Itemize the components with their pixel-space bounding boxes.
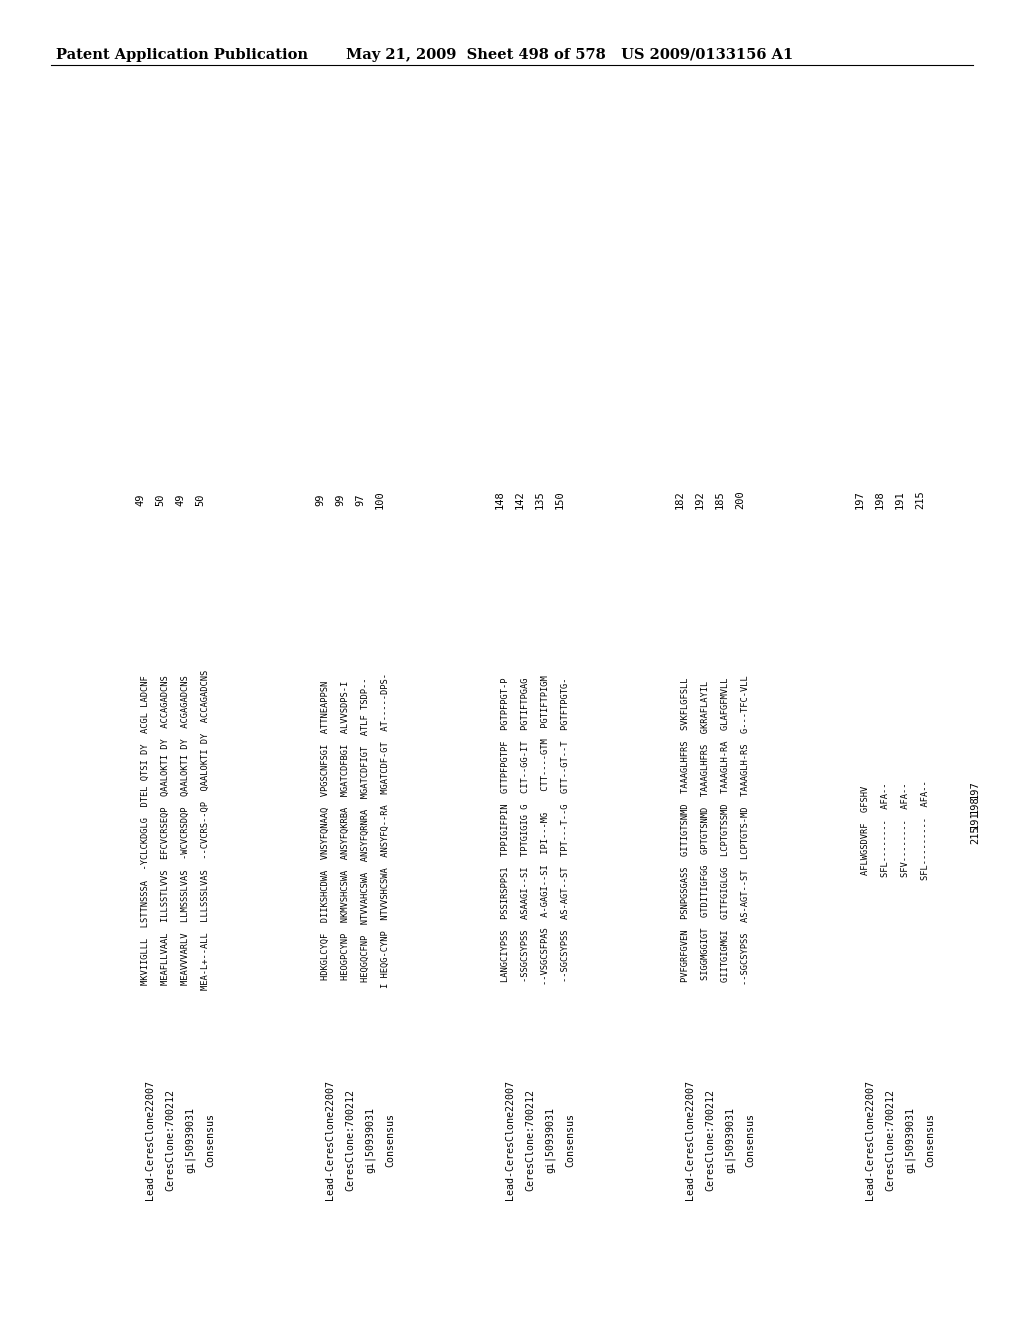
Text: MEAVVVARLV  LLMSSSLVAS  -WCVCRSDQP  QAALOKTI DY  ACGAGADCNS: MEAVVVARLV LLMSSSLVAS -WCVCRSDQP QAALOKT… [180, 675, 189, 985]
Text: 185: 185 [715, 491, 725, 510]
Text: Lead-CeresClone22007: Lead-CeresClone22007 [325, 1080, 335, 1200]
Text: gi|50939031: gi|50939031 [545, 1107, 555, 1173]
Text: GIITGIGMGI  GITFGIGLGG  LCPTGTSSMD  TAAAGLH-RA  GLAFGFMVLL: GIITGIGMGI GITFGIGLGG LCPTGTSSMD TAAAGLH… [721, 677, 729, 982]
Text: Consensus: Consensus [745, 1113, 755, 1167]
Text: Patent Application Publication: Patent Application Publication [56, 48, 308, 62]
Text: I HEQG-CYNP  NTVVSHCSWA  ANSYFQ--RA  MGATCDF-GT  AT-----DPS-: I HEQG-CYNP NTVVSHCSWA ANSYFQ--RA MGATCD… [381, 672, 389, 987]
Text: AFLWGSDVRF  GFSHV: AFLWGSDVRF GFSHV [860, 785, 869, 875]
Text: --SGCSYPSS  AS-AGT--ST  LCPTGTS-MD  TAAAGLH-RS  G---TFC-VLL: --SGCSYPSS AS-AGT--ST LCPTGTS-MD TAAAGLH… [740, 675, 750, 985]
Text: --VSGCSFPAS  A-GAGI--SI  IPI---MG    CTT----GTM  PGTIFTPIGM: --VSGCSFPAS A-GAGI--SI IPI---MG CTT----G… [541, 675, 550, 985]
Text: SFV--------  AFA--: SFV-------- AFA-- [900, 783, 909, 878]
Text: 198: 198 [874, 491, 885, 510]
Text: 50: 50 [155, 494, 165, 507]
Text: 97: 97 [355, 494, 365, 507]
Text: gi|50939031: gi|50939031 [185, 1107, 196, 1173]
Text: Consensus: Consensus [205, 1113, 215, 1167]
Text: CeresClone:700212: CeresClone:700212 [705, 1089, 715, 1191]
Text: 142: 142 [515, 491, 525, 510]
Text: SIGGMGGIGT  GTDITIGFGG  GPTGTSNMD  TAAAGLHFRS  GKRAFLAYIL: SIGGMGGIGT GTDITIGFGG GPTGTSNMD TAAAGLHF… [700, 680, 710, 979]
Text: MKVIIGLLL  LSTTNSSSA  -YCLCKDGLG  DTEL QTSI DY  ACGL LADCNF: MKVIIGLLL LSTTNSSSA -YCLCKDGLG DTEL QTSI… [140, 675, 150, 985]
Text: 49: 49 [175, 494, 185, 507]
Text: 49: 49 [135, 494, 145, 507]
Text: CeresClone:700212: CeresClone:700212 [885, 1089, 895, 1191]
Text: 99: 99 [335, 494, 345, 507]
Text: CeresClone:700212: CeresClone:700212 [525, 1089, 535, 1191]
Text: 192: 192 [695, 491, 705, 510]
Text: Lead-CeresClone22007: Lead-CeresClone22007 [505, 1080, 515, 1200]
Text: 197: 197 [970, 780, 980, 800]
Text: SFL--------  AFA--: SFL-------- AFA-- [881, 783, 890, 878]
Text: 148: 148 [495, 491, 505, 510]
Text: HDKGLCYQF  DIIKSHCDWA  VNSYFQNAAQ  VPGSCNFSGI  ATTNEAPPSN: HDKGLCYQF DIIKSHCDWA VNSYFQNAAQ VPGSCNFS… [321, 680, 330, 979]
Text: HEQGQCFNP  NTVVAHCSWA  ANSYFQRNRA  MGATCDFIGT  ATLF TSDP--: HEQGQCFNP NTVVAHCSWA ANSYFQRNRA MGATCDFI… [360, 677, 370, 982]
Text: Lead-CeresClone22007: Lead-CeresClone22007 [145, 1080, 155, 1200]
Text: PVFGRFGVEN  PSNPGSGASS  GITIGTSNMD  TAAAGLHFRS  SVKFLGFSLL: PVFGRFGVEN PSNPGSGASS GITIGTSNMD TAAAGLH… [681, 677, 689, 982]
Text: gi|50939031: gi|50939031 [905, 1107, 915, 1173]
Text: May 21, 2009  Sheet 498 of 578   US 2009/0133156 A1: May 21, 2009 Sheet 498 of 578 US 2009/01… [346, 48, 794, 62]
Text: 100: 100 [375, 491, 385, 510]
Text: 191: 191 [970, 810, 980, 829]
Text: HEOGPCYNP  NKMVSHCSWA  ANSYFQKRBA  MGATCDFBGI  ALVVSDPS-I: HEOGPCYNP NKMVSHCSWA ANSYFQKRBA MGATCDFB… [341, 680, 349, 979]
Text: 150: 150 [555, 491, 565, 510]
Text: 135: 135 [535, 491, 545, 510]
Text: -SSGCSYPSS  ASAAGI--SI  TPTGIGIG G  CIT--GG-IT  PGTIFTPGAG: -SSGCSYPSS ASAAGI--SI TPTGIGIG G CIT--GG… [520, 677, 529, 982]
Text: MEA-L+--ALL  LLLSSSLVAS  --CVCRS--QP  QAALOKTI DY  ACCAGADCNS: MEA-L+--ALL LLLSSSLVAS --CVCRS--QP QAALO… [201, 669, 210, 990]
Text: 215: 215 [915, 491, 925, 510]
Text: 99: 99 [315, 494, 325, 507]
Text: Lead-CeresClone22007: Lead-CeresClone22007 [685, 1080, 695, 1200]
Text: gi|50939031: gi|50939031 [365, 1107, 376, 1173]
Text: 215: 215 [970, 825, 980, 845]
Text: 191: 191 [895, 491, 905, 510]
Text: CeresClone:700212: CeresClone:700212 [345, 1089, 355, 1191]
Text: MEAFLLVAAL  ILLSSTLVVS  EFCVCRSEQP  QAALOKTI DY  ACCAGADCNS: MEAFLLVAAL ILLSSTLVVS EFCVCRSEQP QAALOKT… [161, 675, 170, 985]
Text: Lead-CeresClone22007: Lead-CeresClone22007 [865, 1080, 874, 1200]
Text: 198: 198 [970, 796, 980, 814]
Text: 200: 200 [735, 491, 745, 510]
Text: --SGCSYPSS  AS-AGT--ST  TPT---T--G  GTT--GT--T  PGTFTPGTG-: --SGCSYPSS AS-AGT--ST TPT---T--G GTT--GT… [560, 677, 569, 982]
Text: LANGCIYPSS  PSSIRSPPS1  TPPIGIFPIN  GTTPFPGTPF  PGTPFPGT-P: LANGCIYPSS PSSIRSPPS1 TPPIGIFPIN GTTPFPG… [501, 677, 510, 982]
Text: gi|50939031: gi|50939031 [725, 1107, 735, 1173]
Text: Consensus: Consensus [385, 1113, 395, 1167]
Text: 197: 197 [855, 491, 865, 510]
Text: Consensus: Consensus [565, 1113, 575, 1167]
Text: 182: 182 [675, 491, 685, 510]
Text: SFL---------  AFA--: SFL--------- AFA-- [921, 780, 930, 880]
Text: Consensus: Consensus [925, 1113, 935, 1167]
Text: CeresClone:700212: CeresClone:700212 [165, 1089, 175, 1191]
Text: 50: 50 [195, 494, 205, 507]
